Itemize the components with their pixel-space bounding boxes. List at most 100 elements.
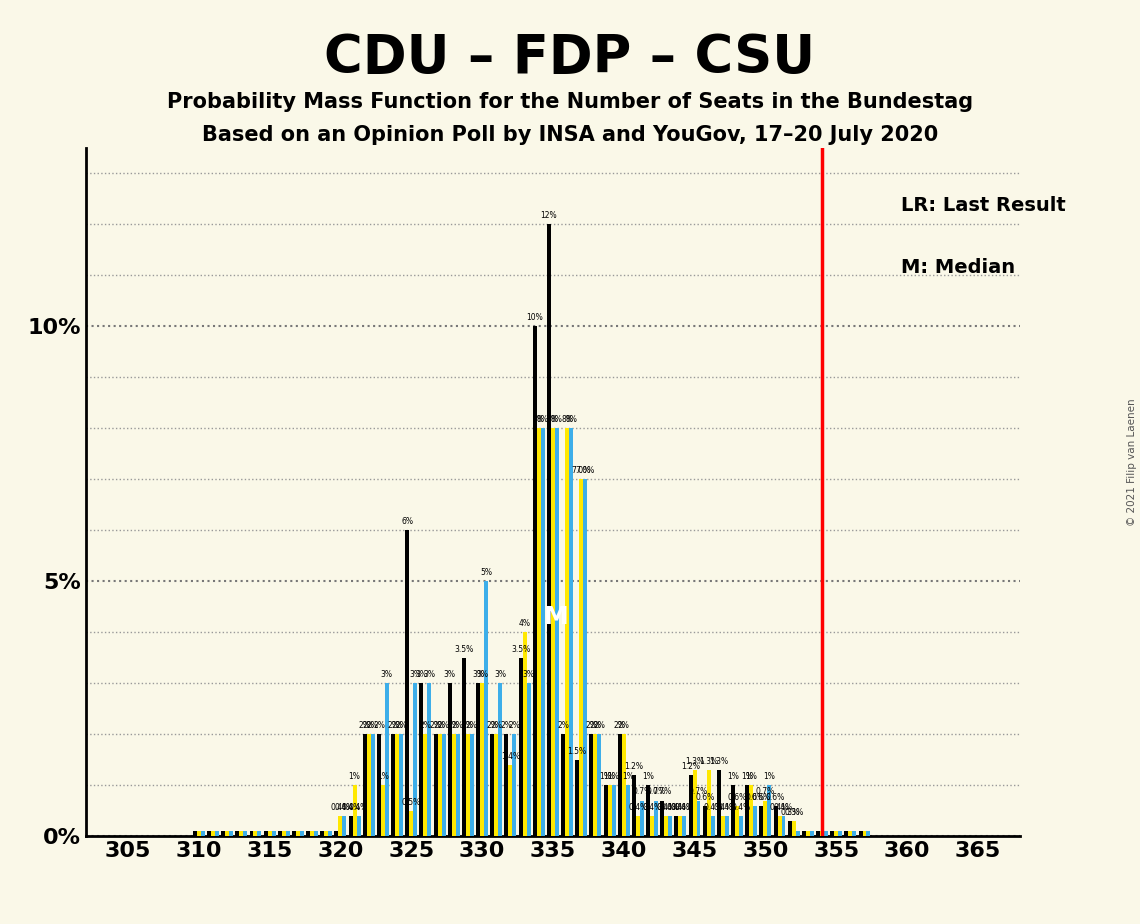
Text: 3.5%: 3.5% [455, 645, 473, 653]
Bar [339, 816, 342, 836]
Text: 0.6%: 0.6% [727, 793, 747, 801]
Bar [490, 735, 495, 836]
Text: 0.7%: 0.7% [633, 787, 651, 796]
Text: 0.4%: 0.4% [657, 803, 676, 812]
Bar [746, 785, 749, 836]
Text: 2%: 2% [557, 721, 569, 730]
Bar [448, 683, 451, 836]
Bar [838, 831, 842, 836]
Bar [782, 816, 785, 836]
Text: 2%: 2% [487, 721, 498, 730]
Text: 3%: 3% [415, 670, 428, 679]
Bar [788, 821, 791, 836]
Text: 2%: 2% [396, 721, 407, 730]
Bar [268, 831, 271, 836]
Text: 2%: 2% [391, 721, 404, 730]
Text: 6%: 6% [401, 517, 414, 526]
Bar [263, 831, 268, 836]
Text: 0.5%: 0.5% [401, 797, 421, 807]
Text: 1%: 1% [741, 772, 754, 781]
Bar [522, 632, 527, 836]
Text: M: M [544, 605, 568, 629]
Text: 3%: 3% [409, 670, 421, 679]
Bar [201, 831, 205, 836]
Bar [456, 735, 459, 836]
Bar [315, 831, 318, 836]
Bar [636, 816, 640, 836]
Bar [532, 326, 537, 836]
Text: 2%: 2% [433, 721, 446, 730]
Bar [589, 735, 594, 836]
Bar [561, 735, 565, 836]
Bar [512, 735, 516, 836]
Bar [352, 785, 357, 836]
Text: 10%: 10% [527, 313, 543, 322]
Bar [466, 735, 470, 836]
Text: 1.3%: 1.3% [709, 757, 728, 766]
Bar [399, 735, 404, 836]
Bar [221, 831, 226, 836]
Text: 1%: 1% [621, 772, 634, 781]
Bar [683, 816, 686, 836]
Bar [824, 831, 828, 836]
Bar [806, 831, 809, 836]
Text: 1%: 1% [600, 772, 611, 781]
Bar [834, 831, 838, 836]
Bar [391, 735, 396, 836]
Bar [413, 683, 417, 836]
Bar [243, 831, 247, 836]
Text: © 2021 Filip van Laenen: © 2021 Filip van Laenen [1126, 398, 1137, 526]
Text: 0.4%: 0.4% [660, 803, 679, 812]
Bar [441, 735, 446, 836]
Bar [527, 683, 530, 836]
Text: 1.2%: 1.2% [681, 762, 700, 771]
Bar [759, 806, 764, 836]
Bar [735, 806, 739, 836]
Bar [584, 480, 587, 836]
Bar [300, 831, 304, 836]
Bar [611, 785, 616, 836]
Text: 1%: 1% [727, 772, 739, 781]
Text: 3%: 3% [381, 670, 393, 679]
Text: 7.0%: 7.0% [576, 467, 595, 475]
Text: 8%: 8% [532, 415, 545, 424]
Bar [258, 831, 261, 836]
Bar [654, 800, 658, 836]
Text: 0.4%: 0.4% [774, 803, 793, 812]
Bar [665, 816, 668, 836]
Bar [409, 810, 413, 836]
Bar [229, 831, 233, 836]
Text: 12%: 12% [540, 212, 557, 220]
Bar [324, 831, 328, 836]
Bar [650, 816, 654, 836]
Text: 3.5%: 3.5% [511, 645, 530, 653]
Text: 0.4%: 0.4% [349, 803, 368, 812]
Bar [451, 735, 456, 836]
Bar [621, 735, 626, 836]
Text: 2%: 2% [367, 721, 378, 730]
Text: 3%: 3% [477, 670, 488, 679]
Text: 2%: 2% [594, 721, 605, 730]
Text: 1%: 1% [603, 772, 616, 781]
Text: 0.4%: 0.4% [770, 803, 789, 812]
Bar [480, 683, 484, 836]
Bar [470, 735, 474, 836]
Text: 1.3%: 1.3% [699, 757, 718, 766]
Bar [555, 429, 559, 836]
Bar [791, 821, 796, 836]
Bar [646, 785, 650, 836]
Text: 0.4%: 0.4% [675, 803, 694, 812]
Bar [197, 831, 201, 836]
Bar [385, 683, 389, 836]
Text: 0.4%: 0.4% [667, 803, 686, 812]
Bar [396, 735, 399, 836]
Bar [498, 683, 503, 836]
Text: 0.4%: 0.4% [331, 803, 350, 812]
Bar [660, 800, 665, 836]
Bar [381, 785, 385, 836]
Bar [282, 831, 286, 836]
Bar [697, 800, 700, 836]
Text: 0.3%: 0.3% [780, 808, 799, 817]
Text: 0.6%: 0.6% [746, 793, 765, 801]
Text: 2%: 2% [388, 721, 399, 730]
